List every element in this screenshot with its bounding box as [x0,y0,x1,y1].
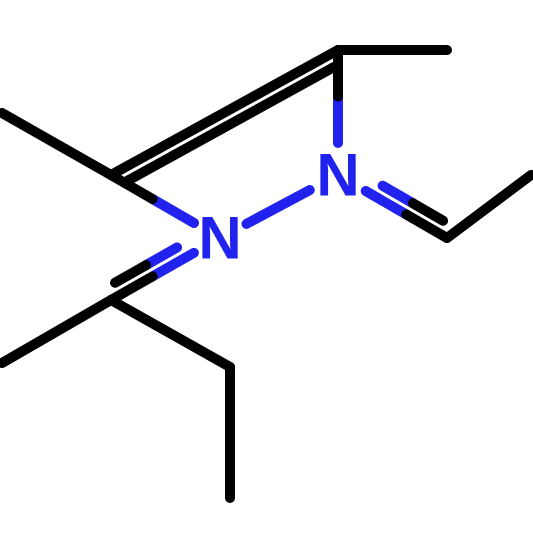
bond [246,190,309,224]
bond [128,67,334,180]
bond [2,300,111,363]
bond [111,50,338,175]
bond [111,300,230,367]
atom-label-n: N [198,205,241,272]
bond [2,113,111,175]
bond [447,175,531,238]
bond [153,199,195,223]
molecule-diagram: NN [0,0,533,533]
atom-label-n: N [316,142,359,209]
